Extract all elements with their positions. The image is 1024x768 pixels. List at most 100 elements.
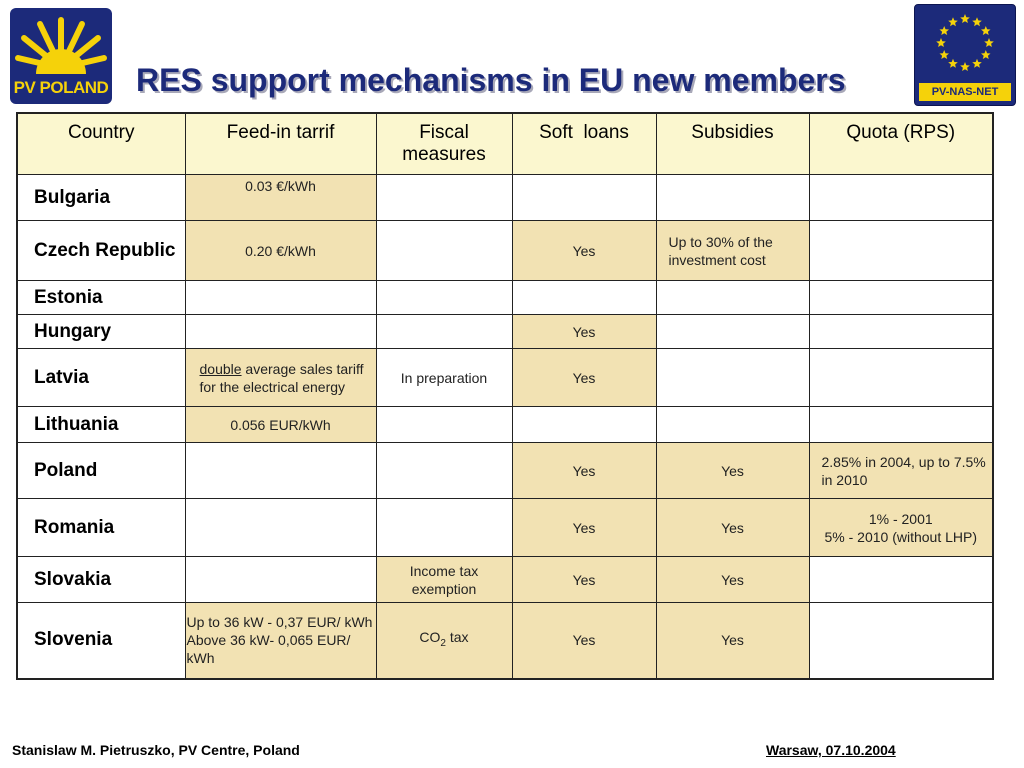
soft-loans-cell xyxy=(511,406,657,443)
star-icon xyxy=(972,17,982,27)
fiscal-cell xyxy=(375,280,513,315)
feed-in-cell: 0.056 EUR/kWh xyxy=(184,406,377,443)
table-row: Slovenia Up to 36 kW - 0,37 EUR/ kWh Abov… xyxy=(16,602,994,679)
soft-loans-cell: Yes xyxy=(511,498,657,557)
fiscal-cell xyxy=(375,174,513,221)
table-header-row: Country Feed-in tarrif Fiscal measures S… xyxy=(16,112,994,175)
logo-right-text: PV-NAS-NET xyxy=(919,83,1011,101)
quota-line-2: 5% - 2010 (without LHP) xyxy=(824,528,978,545)
table-row: Hungary Yes xyxy=(16,314,994,349)
fiscal-cell: Income tax exemption xyxy=(375,556,513,603)
country-cell: Slovenia xyxy=(16,602,186,679)
fiscal-tax: tax xyxy=(445,628,469,645)
feed-in-rest: average sales tariff for the electrical … xyxy=(199,360,364,395)
quota-line-1: 1% - 2001 xyxy=(868,510,933,527)
feed-in-cell: 0.03 €/kWh xyxy=(184,174,377,221)
feed-in-cell xyxy=(184,280,377,315)
subsidies-cell: Yes xyxy=(655,498,810,557)
star-icon xyxy=(960,62,970,71)
feed-in-cell: Up to 36 kW - 0,37 EUR/ kWh Above 36 kW- … xyxy=(184,602,377,679)
country-cell: Bulgaria xyxy=(16,174,186,221)
soft-loans-cell: Yes xyxy=(511,348,657,407)
soft-loans-cell xyxy=(511,280,657,315)
pv-nas-net-logo: PV-NAS-NET xyxy=(914,4,1016,106)
fiscal-cell xyxy=(375,442,513,499)
res-support-table: Country Feed-in tarrif Fiscal measures S… xyxy=(16,112,994,680)
quota-cell xyxy=(808,174,994,221)
header-feed-in: Feed-in tarrif xyxy=(184,112,377,175)
country-cell: Poland xyxy=(16,442,186,499)
subsidies-cell xyxy=(655,348,810,407)
star-icon xyxy=(948,58,958,68)
soft-loans-cell: Yes xyxy=(511,220,657,281)
quota-cell xyxy=(808,220,994,281)
table-row: Romania Yes Yes 1% - 2001 5% - 2010 (with… xyxy=(16,498,994,557)
subsidies-cell: Yes xyxy=(655,442,810,499)
fiscal-cell xyxy=(375,314,513,349)
star-icon xyxy=(984,38,994,47)
table-row: Latvia double average sales tariff for t… xyxy=(16,348,994,407)
eu-stars-icon xyxy=(936,14,994,71)
header-country: Country xyxy=(16,112,186,175)
table-row: Lithuania 0.056 EUR/kWh xyxy=(16,406,994,443)
country-cell: Romania xyxy=(16,498,186,557)
fiscal-cell: CO2 tax xyxy=(375,602,513,679)
footer-author: Stanislaw M. Pietruszko, PV Centre, Pola… xyxy=(12,742,300,758)
quota-cell xyxy=(808,280,994,315)
country-cell: Slovakia xyxy=(16,556,186,603)
country-cell: Estonia xyxy=(16,280,186,315)
feed-in-underlined: double xyxy=(199,360,242,377)
star-icon xyxy=(939,26,949,35)
quota-cell: 1% - 2001 5% - 2010 (without LHP) xyxy=(808,498,994,557)
subsidies-cell xyxy=(655,314,810,349)
header-subsidies: Subsidies xyxy=(655,112,810,175)
feed-in-cell xyxy=(184,442,377,499)
quota-cell xyxy=(808,556,994,603)
feed-in-line-2: Above 36 kW- 0,065 EUR/ kWh xyxy=(186,632,351,667)
header-soft-loans: Soft loans xyxy=(511,112,657,175)
footer-date: Warsaw, 07.10.2004 xyxy=(766,742,896,758)
soft-loans-cell: Yes xyxy=(511,314,657,349)
fiscal-co: CO xyxy=(419,628,441,645)
star-icon xyxy=(981,26,991,35)
subsidies-cell: Up to 30% of the investment cost xyxy=(655,220,810,281)
fiscal-cell xyxy=(375,220,513,281)
feed-in-cell: 0.20 €/kWh xyxy=(184,220,377,281)
quota-cell xyxy=(808,602,994,679)
table-row: Czech Republic 0.20 €/kWh Yes Up to 30% … xyxy=(16,220,994,281)
table-row: Bulgaria 0.03 €/kWh xyxy=(16,174,994,221)
country-cell: Latvia xyxy=(16,348,186,407)
subsidies-cell xyxy=(655,280,810,315)
country-cell: Lithuania xyxy=(16,406,186,443)
header-fiscal: Fiscal measures xyxy=(375,112,513,175)
subsidies-cell: Yes xyxy=(655,602,810,679)
star-icon xyxy=(948,17,958,27)
feed-in-cell xyxy=(184,498,377,557)
page-title: RES support mechanisms in EU new members xyxy=(136,62,846,98)
star-icon xyxy=(936,38,946,47)
star-icon xyxy=(972,58,982,68)
country-cell: Hungary xyxy=(16,314,186,349)
fiscal-subscript: 2 xyxy=(440,637,446,649)
fiscal-cell xyxy=(375,498,513,557)
fiscal-cell xyxy=(375,406,513,443)
sun-icon xyxy=(15,17,107,74)
pv-poland-logo: PV POLAND xyxy=(10,8,112,104)
soft-loans-cell: Yes xyxy=(511,442,657,499)
country-cell: Czech Republic xyxy=(16,220,186,281)
feed-in-line-1: Up to 36 kW - 0,37 EUR/ kWh xyxy=(186,614,373,631)
subsidies-cell xyxy=(655,174,810,221)
star-icon xyxy=(960,14,970,23)
header-quota: Quota (RPS) xyxy=(808,112,994,175)
table-row: Estonia xyxy=(16,280,994,315)
soft-loans-cell: Yes xyxy=(511,602,657,679)
quota-cell xyxy=(808,314,994,349)
star-icon xyxy=(981,50,991,59)
soft-loans-cell: Yes xyxy=(511,556,657,603)
subsidies-cell xyxy=(655,406,810,443)
quota-cell xyxy=(808,406,994,443)
table-row: Slovakia Income tax exemption Yes Yes xyxy=(16,556,994,603)
star-icon xyxy=(939,50,949,59)
feed-in-cell xyxy=(184,314,377,349)
table-row: Poland Yes Yes 2.85% in 2004, up to 7.5%… xyxy=(16,442,994,499)
